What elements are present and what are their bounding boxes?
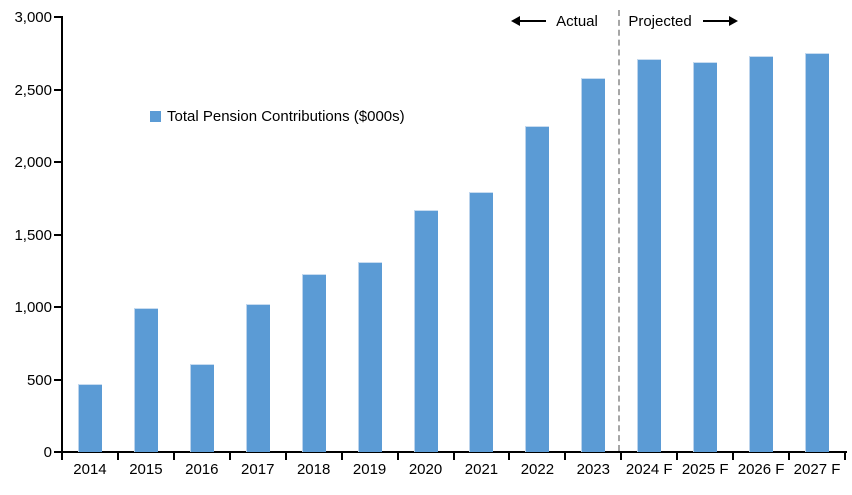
x-axis-label-2020: 2020 bbox=[408, 461, 443, 478]
bar-2014 bbox=[77, 383, 102, 452]
right-arrow-line bbox=[703, 20, 730, 22]
y-axis-tick bbox=[54, 233, 61, 236]
x-axis-label-2024-F: 2024 F bbox=[625, 461, 673, 478]
x-axis-tick bbox=[620, 453, 623, 460]
x-axis-tick bbox=[340, 453, 343, 460]
bar-2025-F bbox=[693, 61, 718, 452]
x-axis-tick bbox=[844, 453, 846, 460]
x-axis-tick bbox=[116, 453, 119, 460]
x-axis-tick bbox=[452, 453, 455, 460]
bar-2018 bbox=[301, 273, 326, 452]
x-axis-tick bbox=[284, 453, 287, 460]
x-axis-tick bbox=[396, 453, 399, 460]
bar-2023 bbox=[581, 77, 606, 452]
x-axis-label-2027-F: 2027 F bbox=[793, 461, 841, 478]
x-axis-tick bbox=[788, 453, 791, 460]
y-axis-tick bbox=[54, 161, 61, 163]
y-axis-tick bbox=[54, 378, 61, 381]
x-axis-label-2016: 2016 bbox=[185, 461, 219, 478]
x-axis-label-2022: 2022 bbox=[520, 461, 555, 478]
bar-2026-F bbox=[749, 56, 774, 452]
y-axis-tick-label: 2,500 bbox=[14, 81, 52, 99]
y-axis-line bbox=[61, 16, 63, 453]
x-axis-label-2025-F: 2025 F bbox=[681, 461, 729, 478]
projected-section-label: Projected bbox=[628, 13, 692, 30]
x-axis-tick bbox=[508, 453, 511, 460]
x-axis-tick bbox=[732, 453, 735, 460]
bar-2021 bbox=[469, 192, 494, 452]
x-axis-label-2019: 2019 bbox=[352, 461, 387, 478]
x-axis-label-2026-F: 2026 F bbox=[737, 461, 785, 478]
legend-swatch-icon bbox=[150, 111, 161, 122]
y-axis-tick bbox=[54, 16, 61, 18]
y-axis-tick-label: 1,500 bbox=[14, 226, 52, 244]
actual-section-label: Actual bbox=[556, 13, 598, 30]
y-axis-tick-label: 500 bbox=[26, 371, 52, 389]
y-axis-tick bbox=[54, 451, 61, 453]
x-axis-label-2014: 2014 bbox=[73, 461, 107, 478]
x-axis-label-2023: 2023 bbox=[576, 461, 610, 478]
x-axis-label-2021: 2021 bbox=[464, 461, 499, 478]
x-axis-tick bbox=[61, 453, 63, 460]
bar-2027-F bbox=[805, 53, 830, 452]
bar-2022 bbox=[525, 125, 550, 452]
x-axis-line bbox=[61, 451, 847, 453]
x-axis-label-2017: 2017 bbox=[241, 461, 275, 478]
y-axis-tick-label: 2,000 bbox=[14, 154, 52, 171]
y-axis-tick-label: 1,000 bbox=[14, 299, 52, 316]
legend: Total Pension Contributions ($000s) bbox=[150, 108, 405, 125]
y-axis-tick bbox=[54, 306, 61, 308]
y-axis-tick-label: 3,000 bbox=[14, 9, 52, 26]
x-axis-tick bbox=[564, 453, 567, 460]
bar-2015 bbox=[133, 308, 158, 452]
x-axis-tick bbox=[228, 453, 231, 460]
left-arrow-icon bbox=[511, 16, 520, 26]
x-axis-label-2015: 2015 bbox=[129, 461, 163, 478]
x-axis-tick bbox=[172, 453, 175, 460]
x-axis-tick bbox=[676, 453, 679, 460]
actual-projected-divider bbox=[618, 10, 621, 451]
right-arrow-icon bbox=[729, 16, 738, 26]
left-arrow-line bbox=[519, 20, 546, 22]
legend-label: Total Pension Contributions ($000s) bbox=[167, 108, 405, 125]
x-axis-label-2018: 2018 bbox=[296, 461, 331, 478]
bar-2020 bbox=[413, 209, 438, 452]
bar-2016 bbox=[189, 363, 214, 452]
bar-2017 bbox=[245, 304, 270, 452]
y-axis-tick bbox=[54, 88, 61, 91]
y-axis-tick-label: 0 bbox=[43, 444, 52, 461]
bar-2024-F bbox=[637, 59, 662, 452]
bar-2019 bbox=[357, 262, 382, 452]
